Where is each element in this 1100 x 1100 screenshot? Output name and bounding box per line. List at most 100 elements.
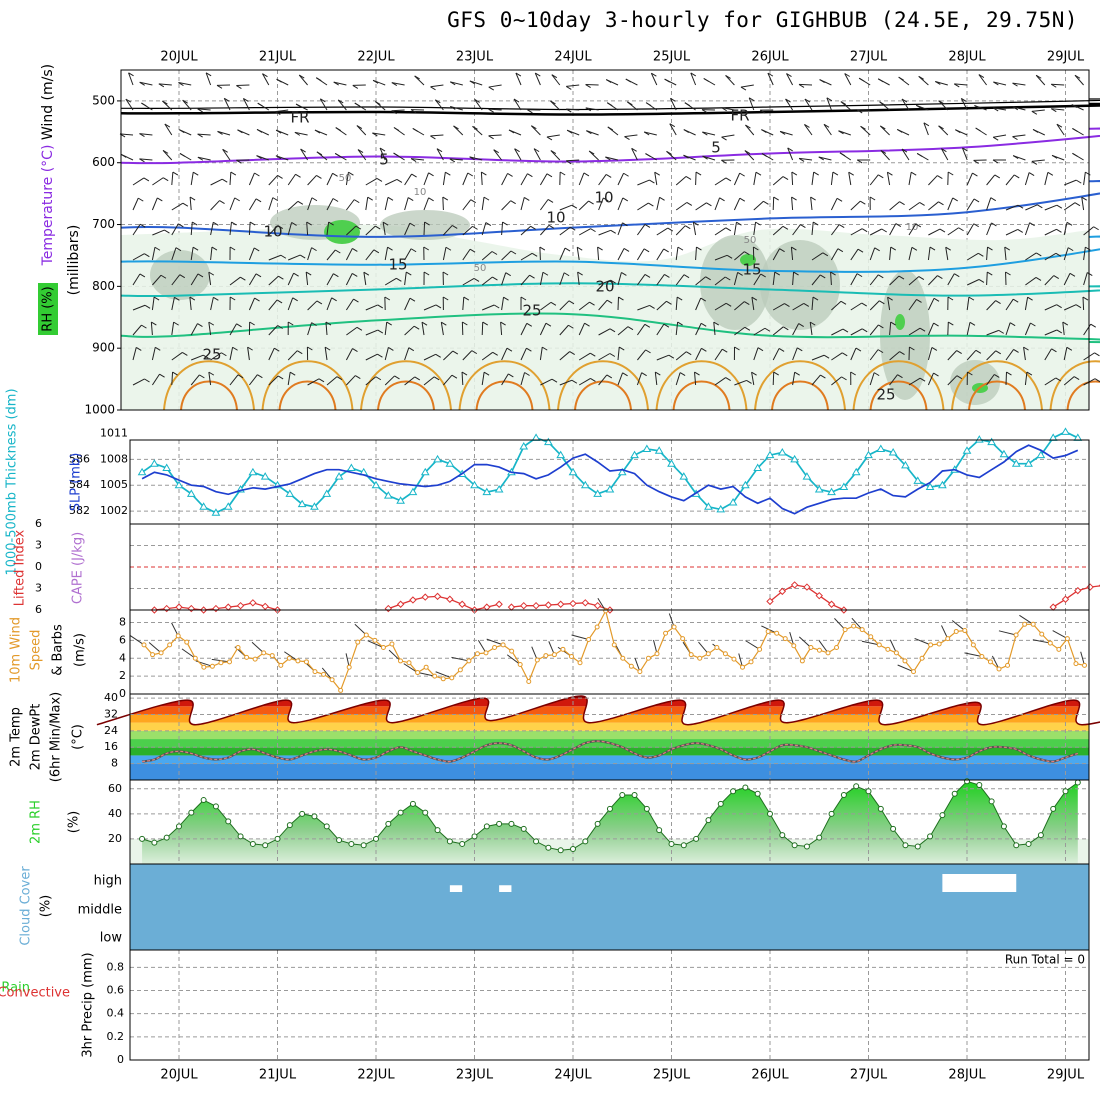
wind-barb [725,75,731,79]
wind-barb [132,177,145,186]
wind-barb [268,275,279,286]
wind-barb [276,299,283,304]
wind10m-point [953,628,959,634]
wind-barb [869,324,879,336]
wind-barb [739,172,745,177]
wind-barb [966,223,975,236]
wind-barb [700,322,707,327]
wind-barb [189,197,192,211]
wind-barb [171,172,174,186]
wind-barb [382,222,386,236]
wind-barb [295,173,301,178]
y-tick-rh-40: 40 [108,807,122,820]
wind-barb [481,251,493,261]
wind-barb [326,222,330,236]
wind-barb [725,377,731,381]
slp-point [987,437,996,446]
wind10m-point [372,637,378,643]
wind-barb [598,197,604,211]
wind-barb [966,172,973,186]
wind-barb [492,276,498,281]
wind-barb [978,279,985,283]
wind-barb [143,177,150,182]
wind-barb [442,196,444,211]
wind-barb [508,129,515,134]
wind-barb [440,322,444,336]
wind-barb [721,348,728,353]
wind-barb [916,104,922,109]
wind-barb [786,73,794,86]
contour-label: 5 [711,139,721,157]
wind-barb [354,102,361,107]
lifted-index-point [396,600,405,608]
wind-barb [388,346,394,351]
wind-barb [927,298,935,311]
wind-barb [345,298,354,311]
wind-barb [1075,179,1082,184]
slp-point [728,497,738,506]
rh-point [619,792,626,799]
wind-barb [162,100,168,105]
wind-barb [693,221,699,226]
wind-barb [641,372,647,377]
slp-point [1024,459,1033,467]
wind-barb [650,72,658,86]
wind-barb [1044,228,1057,236]
wind-barb [337,99,347,111]
wind10m-barb [1052,630,1068,640]
wind-barb [539,246,541,261]
y-tick-precip: 0.2 [107,1030,125,1043]
slp-point [617,467,627,476]
wind-barb [386,321,392,326]
wind-barb [1035,74,1042,79]
wind-barb [1083,247,1086,261]
rh-point [705,817,712,824]
wind-barb [695,348,702,361]
y-tick-pressure-500: 500 [92,93,115,107]
wind-barb [745,124,751,129]
wind-barb [533,148,541,161]
wind-barb [1093,226,1099,231]
wind-barb [791,196,797,201]
wind-barb [325,322,328,336]
wind-barb [372,132,386,136]
wind-barb [469,156,483,161]
wind10m-point [474,651,480,657]
wind-barb [346,199,355,211]
wind-barb [993,107,1007,111]
wind-barb [966,322,971,336]
ylabel-cloud: Cloud Cover [19,866,34,946]
wind-barb [550,150,561,161]
wind-barb [333,81,347,86]
wind-barb [793,271,799,276]
wind-barb [873,372,880,377]
wind-barb [500,321,503,336]
wind-barb [500,321,506,326]
slp-point [556,450,566,459]
wind-barb [1063,347,1068,361]
y-tick-temp-16: 16 [104,740,118,753]
wind-barb [453,125,464,136]
temp-bands [130,695,1089,780]
wind-barb [208,321,215,326]
wind-barb [305,271,312,276]
wind-barb [208,322,212,336]
slp-point [716,504,726,513]
wind-barb [725,75,735,86]
wind10m-point [688,652,694,658]
wind-barb [879,125,890,136]
wind-barb [948,321,954,326]
wind-barb [125,98,132,103]
wind-barb [986,246,989,261]
wind-barb [590,228,596,233]
contour-label: 15 [388,256,407,274]
wind-barb [878,324,884,329]
wind-barb [540,301,552,311]
wind-barb [551,378,558,383]
wind10m-point [962,628,968,634]
wind-barb [287,372,291,386]
isotherm-10 [120,179,1100,238]
slp-point [371,480,381,489]
rh-point [730,788,737,795]
wind-barb [141,102,147,107]
